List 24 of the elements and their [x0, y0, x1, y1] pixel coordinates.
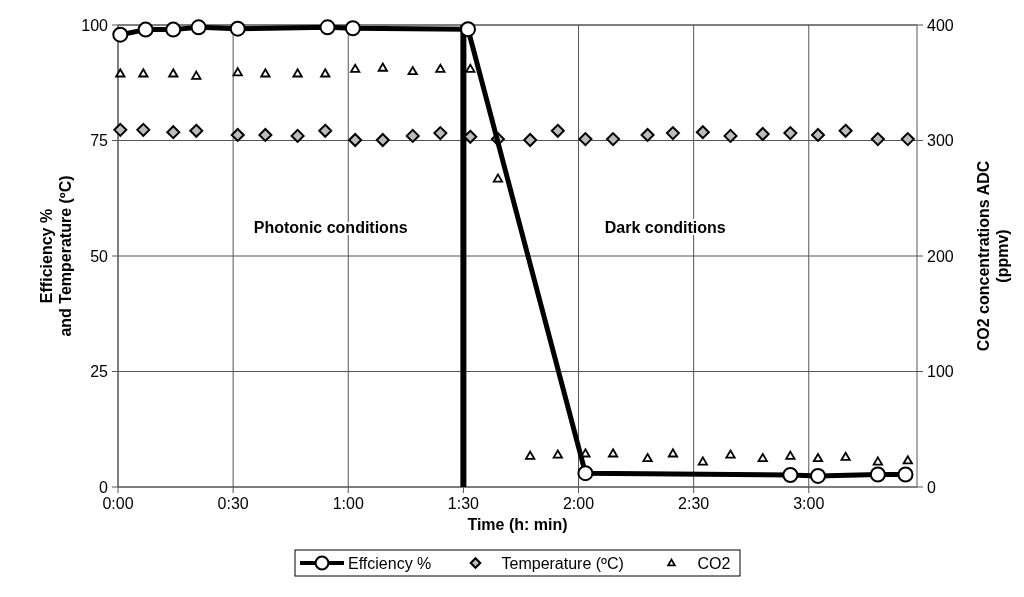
y2-tick-label: 0: [927, 478, 936, 496]
y-tick-label: 50: [90, 247, 109, 265]
x-tick-label: 2:00: [562, 495, 595, 512]
x-tick-label: 0:30: [217, 495, 249, 512]
x-tick-label: 2:30: [678, 495, 710, 512]
x-tick-label: 1:00: [332, 495, 364, 512]
x-axis-title: Time (h: min): [467, 516, 568, 533]
legend-label: CO2: [697, 554, 731, 572]
x-tick-label: 1:30: [447, 495, 480, 512]
x-tick-label: 3:00: [793, 495, 825, 512]
y-axis-title: Efficiency % and Temperature (ºC): [38, 175, 75, 337]
legend-label: Temperature (ºC): [501, 554, 624, 572]
y2-axis-title: CO2 concentrations ADC (ppmv): [975, 160, 1012, 352]
legend-label: Effciency %: [348, 554, 432, 572]
y2-tick-label: 300: [927, 132, 954, 150]
x-tick-label: 0:00: [102, 495, 134, 512]
annotation: Photonic conditions: [253, 218, 408, 236]
y-tick-label: 100: [81, 16, 109, 34]
y-tick-label: 0: [99, 478, 109, 496]
y-tick-label: 75: [90, 132, 109, 150]
y2-tick-label: 200: [927, 247, 954, 265]
y2-tick-label: 100: [927, 363, 954, 381]
y2-tick-label: 400: [927, 16, 954, 34]
y-tick-label: 25: [90, 363, 109, 381]
